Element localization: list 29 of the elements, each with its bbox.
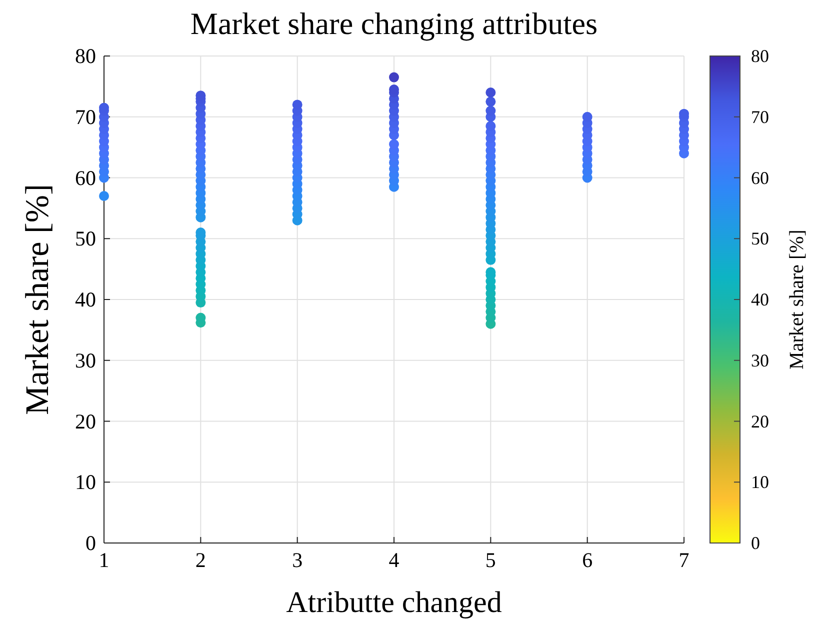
color-bar-label: 70 [751, 106, 769, 127]
color-bar-label: 60 [751, 168, 769, 188]
y-tick-label: 30 [75, 348, 96, 372]
color-bar-label: 40 [751, 290, 769, 310]
y-tick-label: 10 [75, 470, 96, 494]
x-tick-label: 3 [292, 548, 303, 572]
x-tick-label: 4 [388, 548, 400, 572]
y-tick-label: 50 [75, 226, 96, 251]
x-tick-label: 6 [582, 548, 593, 572]
y-tick-label: 40 [75, 288, 96, 312]
color-bar-title: Market share [%] [786, 230, 808, 370]
color-bar-label: 0 [751, 533, 760, 553]
y-tick-label: 70 [75, 104, 96, 129]
y-tick-label: 60 [75, 166, 96, 190]
x-tick-label: 2 [195, 548, 206, 572]
x-tick-label: 7 [678, 548, 690, 572]
color-bar-label: 20 [751, 411, 769, 432]
color-bar-label: 80 [751, 46, 769, 66]
y-tick-label: 20 [75, 409, 96, 434]
chart-title: Market share changing attributes [190, 6, 598, 41]
y-tick-label: 0 [86, 531, 96, 555]
x-axis-title: Atributte changed [286, 586, 502, 619]
x-tick-label: 5 [485, 548, 496, 572]
y-axis-title: Market share [%] [20, 184, 56, 415]
color-bar-label: 10 [751, 472, 769, 492]
y-tick-label: 80 [75, 44, 96, 68]
color-bar-label: 50 [751, 228, 769, 249]
color-bar-label: 30 [751, 350, 769, 370]
x-tick-label: 1 [98, 548, 110, 572]
